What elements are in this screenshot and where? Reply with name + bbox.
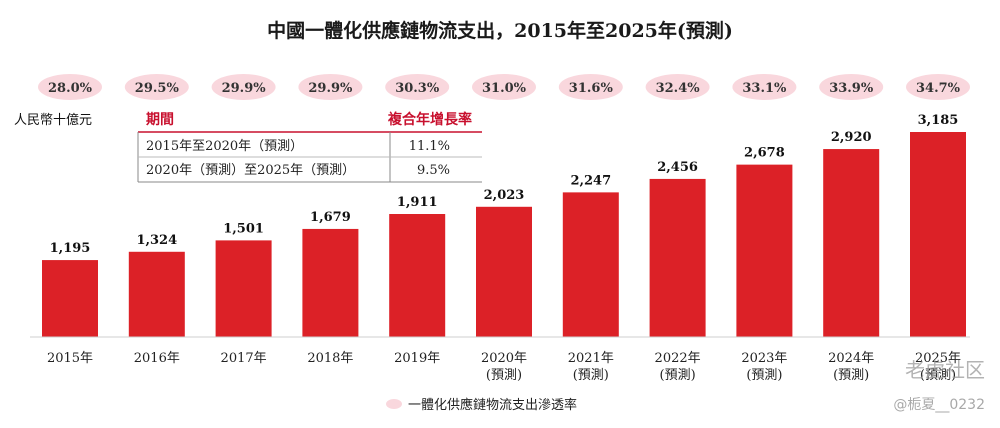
x-tick-label: 2015年	[47, 351, 93, 366]
x-tick-label: (預測)	[920, 368, 956, 383]
rate-label: 28.0%	[48, 81, 93, 96]
x-axis-labels: 2015年 2016年 2017年 2018年 2019年 2020年 (預測) 2021年 (…	[47, 351, 961, 383]
table-row-cagr: 9.5%	[417, 163, 450, 178]
legend-label: 一體化供應鏈物流支出滲透率	[408, 397, 577, 413]
bar	[736, 164, 793, 337]
rate-label: 33.1%	[742, 81, 787, 96]
bar	[215, 240, 272, 337]
rate-badge	[38, 74, 102, 100]
rate-label: 31.6%	[569, 81, 614, 96]
rate-label: 33.9%	[829, 81, 874, 96]
table-header-cagr: 複合年增長率	[387, 111, 472, 128]
x-tick-label: 2023年	[741, 351, 787, 366]
x-tick-label: (預測)	[746, 368, 782, 383]
bar-value-label: 2,456	[657, 160, 698, 175]
rate-badge	[906, 74, 970, 100]
chart-title: 中國一體化供應鏈物流支出，2015年至2025年(預測)	[267, 19, 733, 42]
bar-value-label: 2,678	[744, 146, 785, 161]
bar	[128, 251, 185, 337]
rate-label: 32.4%	[656, 81, 701, 96]
bar	[42, 260, 98, 337]
x-tick-label: (預測)	[573, 368, 609, 383]
x-tick-label: 2020年	[481, 351, 527, 366]
rate-badge	[298, 74, 363, 100]
rate-badge	[124, 74, 189, 100]
table-row-cagr: 11.1%	[409, 139, 450, 154]
bar	[562, 192, 619, 337]
table-header-period: 期間	[146, 112, 174, 128]
watermark-handle: @栀夏__0232	[893, 397, 985, 413]
rate-label: 31.0%	[482, 81, 527, 96]
rate-label: 29.9%	[308, 81, 353, 96]
value-labels-group: 1,195 1,324 1,501 1,679 1,911 2,023 2,247 2,456…	[50, 113, 959, 256]
legend: 一體化供應鏈物流支出滲透率	[386, 397, 577, 413]
cagr-table: 期間 複合年增長率 2015年至2020年（預測） 11.1% 2020年（預測…	[137, 111, 482, 183]
rate-label: 30.3%	[395, 81, 440, 96]
bar-value-label: 1,195	[50, 241, 91, 256]
rate-badge	[558, 74, 623, 100]
x-tick-label: 2019年	[394, 351, 440, 366]
bar-value-label: 1,324	[136, 233, 177, 248]
x-tick-label: 2025年	[915, 351, 961, 366]
penetration-rate-row: 28.0% 29.5% 29.9% 29.9% 30.3% 31.0% 31.6% 32.4%…	[38, 74, 970, 100]
table-row-period: 2015年至2020年（預測）	[146, 139, 303, 154]
bar-value-label: 2,247	[570, 173, 611, 188]
legend-swatch	[386, 399, 402, 409]
watermark-text: 老虎社区	[905, 358, 985, 382]
rate-label: 29.9%	[222, 81, 267, 96]
bar	[910, 132, 966, 337]
bars-group	[42, 132, 966, 337]
rate-badge	[732, 74, 797, 100]
unit-label: 人民幣十億元	[14, 112, 92, 128]
x-tick-label: 2018年	[307, 351, 353, 366]
rate-badge	[211, 74, 276, 100]
rate-badge	[472, 74, 536, 100]
bar-value-label: 1,679	[310, 210, 351, 225]
rate-badge	[819, 74, 884, 100]
rate-badge	[385, 74, 450, 100]
bar	[649, 178, 706, 337]
bar-value-label: 1,911	[397, 195, 438, 210]
bar-value-label: 2,920	[831, 130, 872, 145]
x-tick-label: 2024年	[828, 351, 874, 366]
rate-badge	[645, 74, 710, 100]
x-tick-label: (預測)	[660, 368, 696, 383]
x-tick-label: 2017年	[221, 351, 267, 366]
rate-label: 34.7%	[916, 81, 961, 96]
bar	[302, 228, 359, 337]
rate-label: 29.5%	[135, 81, 180, 96]
x-tick-label: (預測)	[833, 368, 869, 383]
bar	[389, 214, 446, 337]
bar-value-label: 1,501	[223, 221, 264, 236]
table-row-period: 2020年（預測）至2025年（預測）	[146, 163, 355, 178]
x-tick-label: (預測)	[486, 368, 522, 383]
x-tick-label: 2016年	[134, 351, 180, 366]
bar	[476, 206, 532, 337]
bar-value-label: 2,023	[484, 188, 525, 203]
bar-value-label: 3,185	[918, 113, 959, 128]
x-tick-label: 2021年	[568, 351, 614, 366]
bar	[823, 149, 880, 337]
x-tick-label: 2022年	[655, 351, 701, 366]
